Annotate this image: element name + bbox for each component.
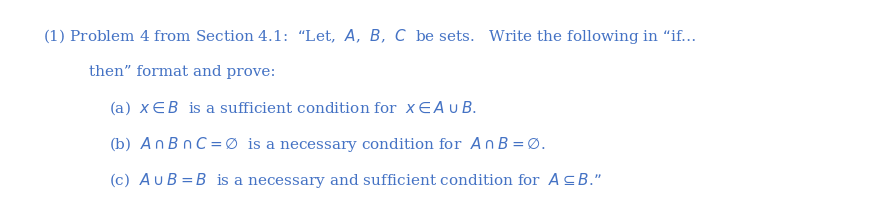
Text: (b)  $A \cap B \cap C = \emptyset$  is a necessary condition for  $A \cap B = \e: (b) $A \cap B \cap C = \emptyset$ is a n…: [109, 135, 545, 154]
Text: then” format and prove:: then” format and prove:: [89, 65, 276, 79]
Text: (a)  $x \in B$  is a sufficient condition for  $x \in A \cup B$.: (a) $x \in B$ is a sufficient condition …: [109, 99, 477, 117]
Text: (1) Problem 4 from Section 4.1:  “Let,  $A$,  $B$,  $C$  be sets.   Write the fo: (1) Problem 4 from Section 4.1: “Let, $A…: [43, 26, 697, 46]
Text: (c)  $A \cup B = B$  is a necessary and sufficient condition for  $A \subseteq B: (c) $A \cup B = B$ is a necessary and su…: [109, 171, 601, 190]
